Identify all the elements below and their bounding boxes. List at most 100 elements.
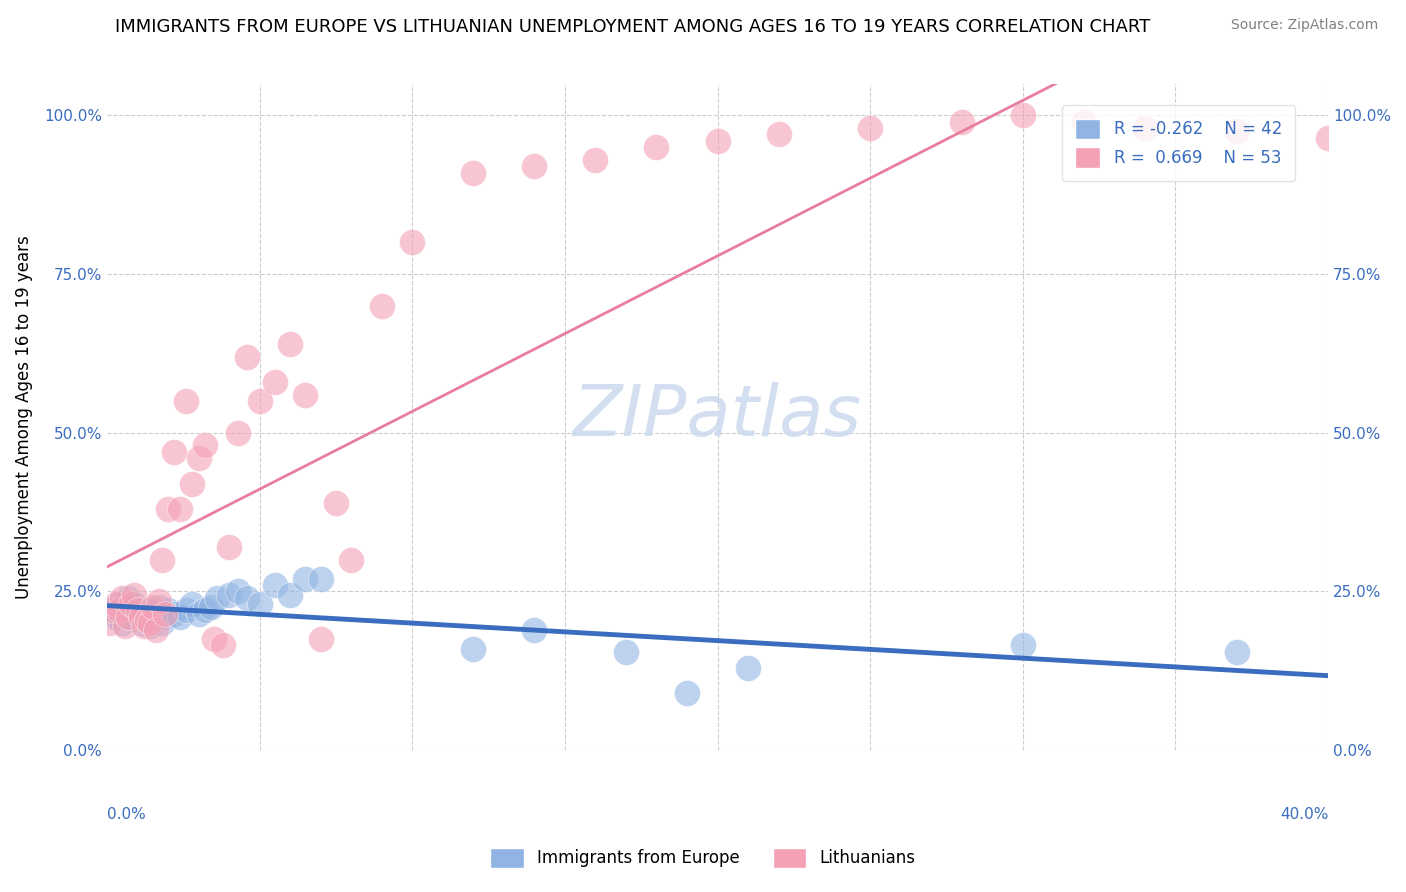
Point bbox=[859, 121, 882, 136]
Point bbox=[181, 476, 204, 491]
Point bbox=[138, 616, 160, 631]
Point bbox=[401, 235, 423, 250]
Point bbox=[226, 425, 249, 440]
Point bbox=[236, 591, 259, 605]
Legend: Immigrants from Europe, Lithuanians: Immigrants from Europe, Lithuanians bbox=[484, 841, 922, 875]
Text: Source: ZipAtlas.com: Source: ZipAtlas.com bbox=[1230, 18, 1378, 32]
Point bbox=[768, 128, 790, 142]
Point bbox=[194, 438, 217, 452]
Point bbox=[614, 645, 637, 659]
Point bbox=[249, 597, 271, 611]
Point bbox=[132, 609, 155, 624]
Point bbox=[135, 603, 157, 617]
Point bbox=[737, 660, 759, 674]
Point bbox=[278, 337, 301, 351]
Text: ZIPatlas: ZIPatlas bbox=[574, 383, 862, 451]
Point bbox=[150, 552, 173, 566]
Point bbox=[108, 603, 131, 617]
Point bbox=[176, 394, 198, 409]
Point bbox=[325, 495, 347, 509]
Point bbox=[676, 686, 699, 700]
Point bbox=[181, 597, 204, 611]
Point bbox=[153, 609, 176, 624]
Point bbox=[111, 616, 134, 631]
Point bbox=[218, 588, 240, 602]
Point bbox=[950, 115, 973, 129]
Point bbox=[124, 597, 146, 611]
Point bbox=[194, 603, 217, 617]
Point bbox=[340, 552, 363, 566]
Point bbox=[153, 607, 176, 621]
Point bbox=[127, 603, 149, 617]
Point bbox=[114, 619, 136, 633]
Point bbox=[127, 603, 149, 617]
Point bbox=[176, 603, 198, 617]
Point bbox=[138, 619, 160, 633]
Point bbox=[523, 623, 546, 637]
Text: 40.0%: 40.0% bbox=[1279, 806, 1329, 822]
Point bbox=[218, 540, 240, 554]
Point bbox=[111, 591, 134, 605]
Point bbox=[309, 632, 332, 646]
Point bbox=[157, 502, 180, 516]
Point bbox=[645, 140, 668, 154]
Point bbox=[1073, 115, 1095, 129]
Point bbox=[1011, 639, 1033, 653]
Legend: R = -0.262    N = 42, R =  0.669    N = 53: R = -0.262 N = 42, R = 0.669 N = 53 bbox=[1062, 105, 1295, 181]
Point bbox=[150, 616, 173, 631]
Point bbox=[169, 502, 191, 516]
Point bbox=[135, 613, 157, 627]
Point bbox=[294, 572, 316, 586]
Point bbox=[249, 394, 271, 409]
Point bbox=[205, 591, 228, 605]
Point bbox=[463, 641, 485, 656]
Point bbox=[142, 600, 165, 615]
Text: 0.0%: 0.0% bbox=[107, 806, 146, 822]
Point bbox=[105, 609, 128, 624]
Point bbox=[120, 609, 142, 624]
Point bbox=[117, 591, 139, 605]
Point bbox=[98, 616, 121, 631]
Point bbox=[1133, 121, 1156, 136]
Point bbox=[187, 451, 209, 466]
Point bbox=[187, 607, 209, 621]
Point bbox=[108, 597, 131, 611]
Point bbox=[120, 597, 142, 611]
Point bbox=[129, 616, 152, 631]
Point bbox=[163, 607, 186, 621]
Point bbox=[114, 603, 136, 617]
Point bbox=[309, 572, 332, 586]
Point bbox=[463, 165, 485, 179]
Point bbox=[294, 387, 316, 401]
Point bbox=[371, 299, 394, 313]
Point bbox=[1225, 645, 1247, 659]
Point bbox=[523, 159, 546, 173]
Point bbox=[706, 134, 728, 148]
Point bbox=[169, 609, 191, 624]
Point bbox=[105, 597, 128, 611]
Point bbox=[1225, 124, 1247, 138]
Point bbox=[264, 375, 287, 389]
Point bbox=[129, 609, 152, 624]
Point bbox=[278, 588, 301, 602]
Point bbox=[157, 603, 180, 617]
Point bbox=[1011, 108, 1033, 122]
Point bbox=[200, 600, 222, 615]
Point bbox=[163, 444, 186, 458]
Point bbox=[212, 639, 235, 653]
Point bbox=[264, 578, 287, 592]
Point bbox=[1317, 130, 1340, 145]
Point bbox=[117, 609, 139, 624]
Point bbox=[583, 153, 606, 167]
Point bbox=[236, 350, 259, 364]
Point bbox=[145, 623, 167, 637]
Point bbox=[124, 588, 146, 602]
Point bbox=[226, 584, 249, 599]
Text: IMMIGRANTS FROM EUROPE VS LITHUANIAN UNEMPLOYMENT AMONG AGES 16 TO 19 YEARS CORR: IMMIGRANTS FROM EUROPE VS LITHUANIAN UNE… bbox=[115, 18, 1150, 36]
Point bbox=[132, 619, 155, 633]
Point bbox=[148, 594, 170, 608]
Y-axis label: Unemployment Among Ages 16 to 19 years: Unemployment Among Ages 16 to 19 years bbox=[15, 235, 32, 599]
Point bbox=[101, 603, 124, 617]
Point bbox=[145, 607, 167, 621]
Point bbox=[142, 613, 165, 627]
